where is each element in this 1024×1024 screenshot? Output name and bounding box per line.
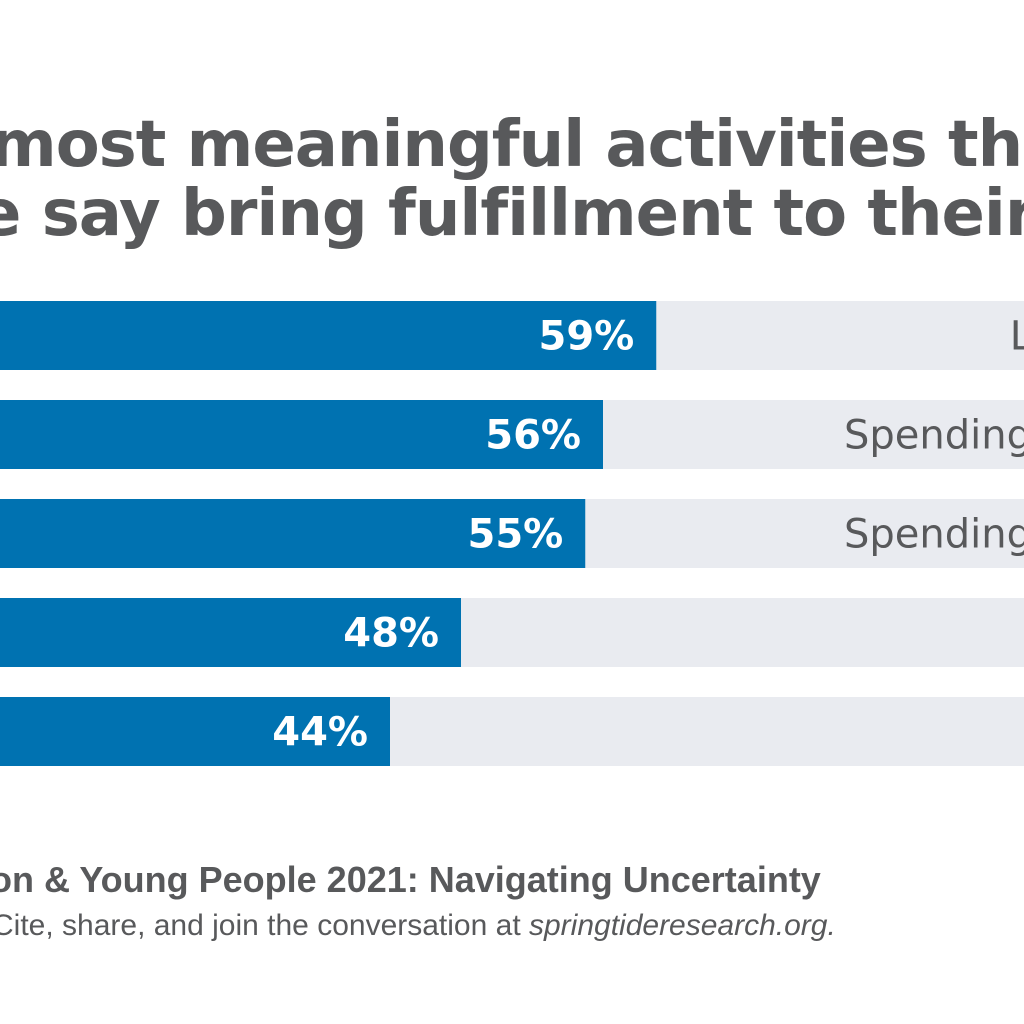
bar-value-label: 55% bbox=[468, 512, 564, 558]
bar bbox=[0, 499, 586, 568]
bar bbox=[0, 697, 390, 766]
website-link[interactable]: springtideresearch.org. bbox=[528, 909, 836, 942]
bar-chart: 59% L 56% Spending 55% Spending 48% 44% bbox=[0, 301, 1024, 766]
footer-citation: Cite, share, and join the conversation a… bbox=[0, 911, 836, 941]
bar-value-label: 59% bbox=[539, 314, 635, 360]
citation-text: Cite, share, and join the conversation a… bbox=[0, 909, 529, 942]
bar-value-label: 44% bbox=[272, 710, 368, 756]
category-label: Spending bbox=[844, 413, 1024, 459]
bar bbox=[0, 301, 657, 370]
bar bbox=[0, 598, 461, 667]
bar-value-label: 56% bbox=[485, 413, 581, 459]
footer-report-title: gion & Young People 2021: Navigating Unc… bbox=[0, 859, 821, 900]
category-label: L bbox=[1010, 314, 1024, 360]
title-line-2: e say bring fulfillment to their bbox=[0, 177, 1024, 251]
category-label: Spending bbox=[844, 512, 1024, 558]
title-line-1: most meaningful activities tha bbox=[0, 108, 1024, 182]
bar-value-label: 48% bbox=[343, 611, 439, 657]
bar bbox=[0, 400, 603, 469]
